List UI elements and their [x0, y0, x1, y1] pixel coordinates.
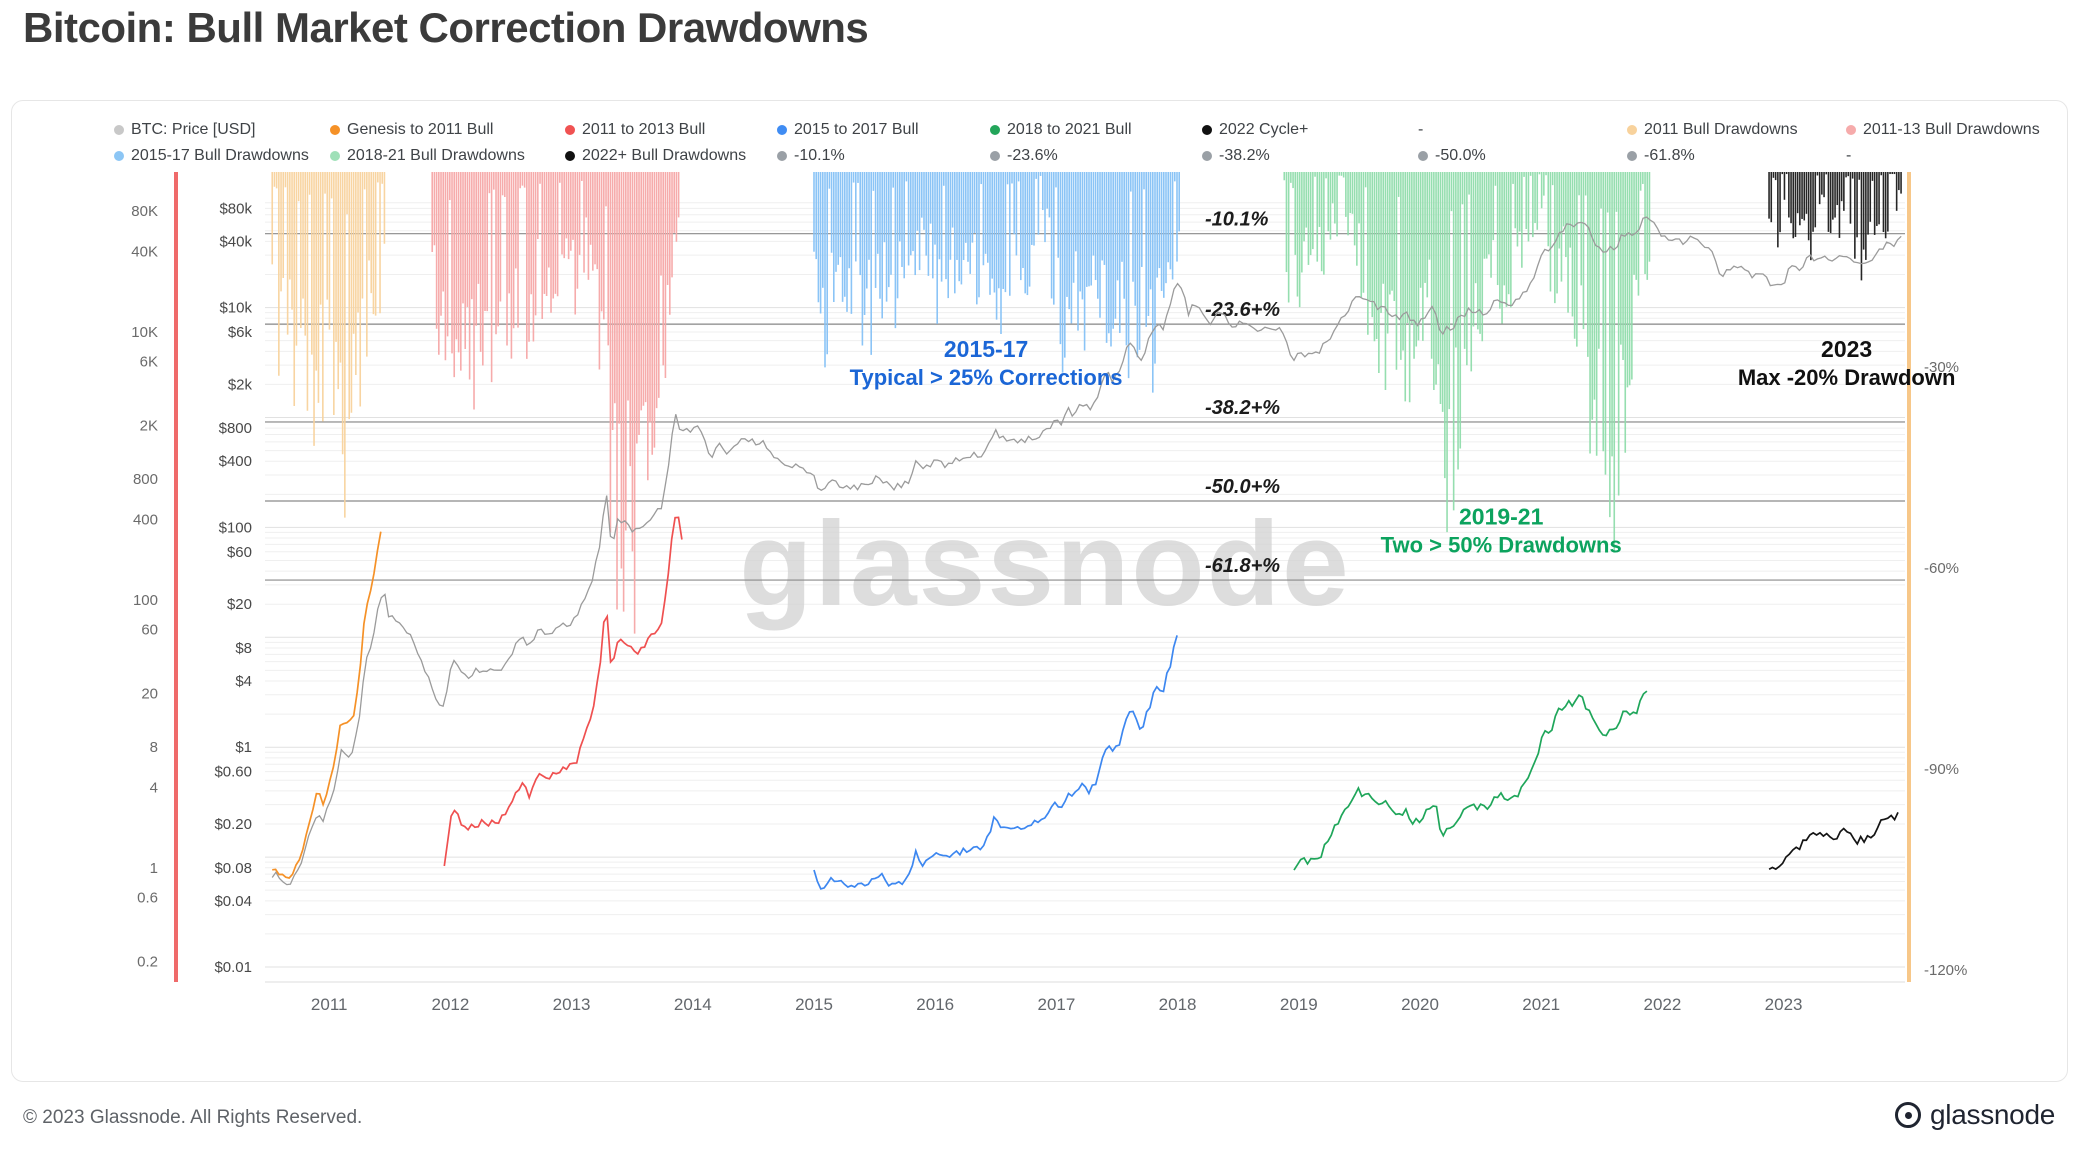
legend-dot [114, 151, 124, 161]
legend-label: 2022 Cycle+ [1219, 121, 1309, 138]
legend-dot [990, 151, 1000, 161]
legend-item-23-6[interactable]: -23.6% [990, 147, 1058, 165]
legend-label: 2022+ Bull Drawdowns [582, 147, 747, 164]
legend-dot [777, 125, 787, 135]
legend-dot [1202, 151, 1212, 161]
legend-label: 2011 to 2013 Bull [582, 121, 706, 138]
legend-label: - [1418, 121, 1424, 138]
legend-label: 2018-21 Bull Drawdowns [347, 147, 525, 164]
legend-item-10-1[interactable]: -10.1% [777, 147, 845, 165]
legend-dot [565, 125, 575, 135]
legend-item-2011-bull-drawdowns[interactable]: 2011 Bull Drawdowns [1627, 121, 1798, 139]
legend-item-2018-to-2021-bull[interactable]: 2018 to 2021 Bull [990, 121, 1132, 139]
legend-item-2015-17-bull-drawdowns[interactable]: 2015-17 Bull Drawdowns [114, 147, 309, 165]
legend-label: -10.1% [794, 147, 845, 164]
copyright-text: © 2023 Glassnode. All Rights Reserved. [23, 1107, 363, 1128]
legend-label: 2011 Bull Drawdowns [1644, 121, 1798, 138]
legend-dot [1418, 151, 1428, 161]
chart-legend: BTC: Price [USD] Genesis to 2011 Bull 2011… [12, 121, 2067, 179]
legend-item-50-0[interactable]: -50.0% [1418, 147, 1486, 165]
legend-label: BTC: Price [USD] [131, 121, 256, 138]
legend-label: 2011-13 Bull Drawdowns [1863, 121, 2040, 138]
legend-label: -61.8% [1644, 147, 1695, 164]
legend-dot [565, 151, 575, 161]
legend-label: -23.6% [1007, 147, 1058, 164]
legend-item-btc-price-usd[interactable]: BTC: Price [USD] [114, 121, 255, 139]
legend-dot [330, 151, 340, 161]
legend-item-61-8[interactable]: -61.8% [1627, 147, 1695, 165]
legend-item-blank[interactable]: - [1418, 121, 1423, 139]
legend-dot [777, 151, 787, 161]
legend-dot [1202, 125, 1212, 135]
legend-item-2022-bull-drawdowns[interactable]: 2022+ Bull Drawdowns [565, 147, 746, 165]
chart-card: BTC: Price [USD] Genesis to 2011 Bull 2011… [11, 100, 2068, 1082]
legend-label: 2015 to 2017 Bull [794, 121, 919, 138]
glassnode-logo: glassnode [1895, 1099, 2055, 1131]
legend-label: - [1846, 147, 1852, 164]
legend-label: 2015-17 Bull Drawdowns [131, 147, 309, 164]
legend-item-2022-cycle[interactable]: 2022 Cycle+ [1202, 121, 1308, 139]
legend-label: -50.0% [1435, 147, 1486, 164]
legend-label: 2018 to 2021 Bull [1007, 121, 1132, 138]
glassnode-logo-text: glassnode [1930, 1099, 2055, 1130]
legend-dot [1627, 151, 1637, 161]
legend-item-genesis-to-2011-bull[interactable]: Genesis to 2011 Bull [330, 121, 493, 139]
legend-dot [1627, 125, 1637, 135]
legend-dot [1846, 125, 1856, 135]
legend-label: -38.2% [1219, 147, 1270, 164]
glassnode-logo-icon [1895, 1102, 1922, 1128]
legend-dot [990, 125, 1000, 135]
page-title: Bitcoin: Bull Market Correction Drawdown… [23, 4, 869, 51]
legend-label: Genesis to 2011 Bull [347, 121, 494, 138]
legend-item-38-2[interactable]: -38.2% [1202, 147, 1270, 165]
legend-item-2011-13-bull-drawdowns[interactable]: 2011-13 Bull Drawdowns [1846, 121, 2040, 139]
legend-item-2018-21-bull-drawdowns[interactable]: 2018-21 Bull Drawdowns [330, 147, 525, 165]
legend-item-2011-to-2013-bull[interactable]: 2011 to 2013 Bull [565, 121, 705, 139]
legend-dot [114, 125, 124, 135]
legend-dot [330, 125, 340, 135]
legend-item-blank[interactable]: - [1846, 147, 1851, 165]
legend-item-2015-to-2017-bull[interactable]: 2015 to 2017 Bull [777, 121, 919, 139]
